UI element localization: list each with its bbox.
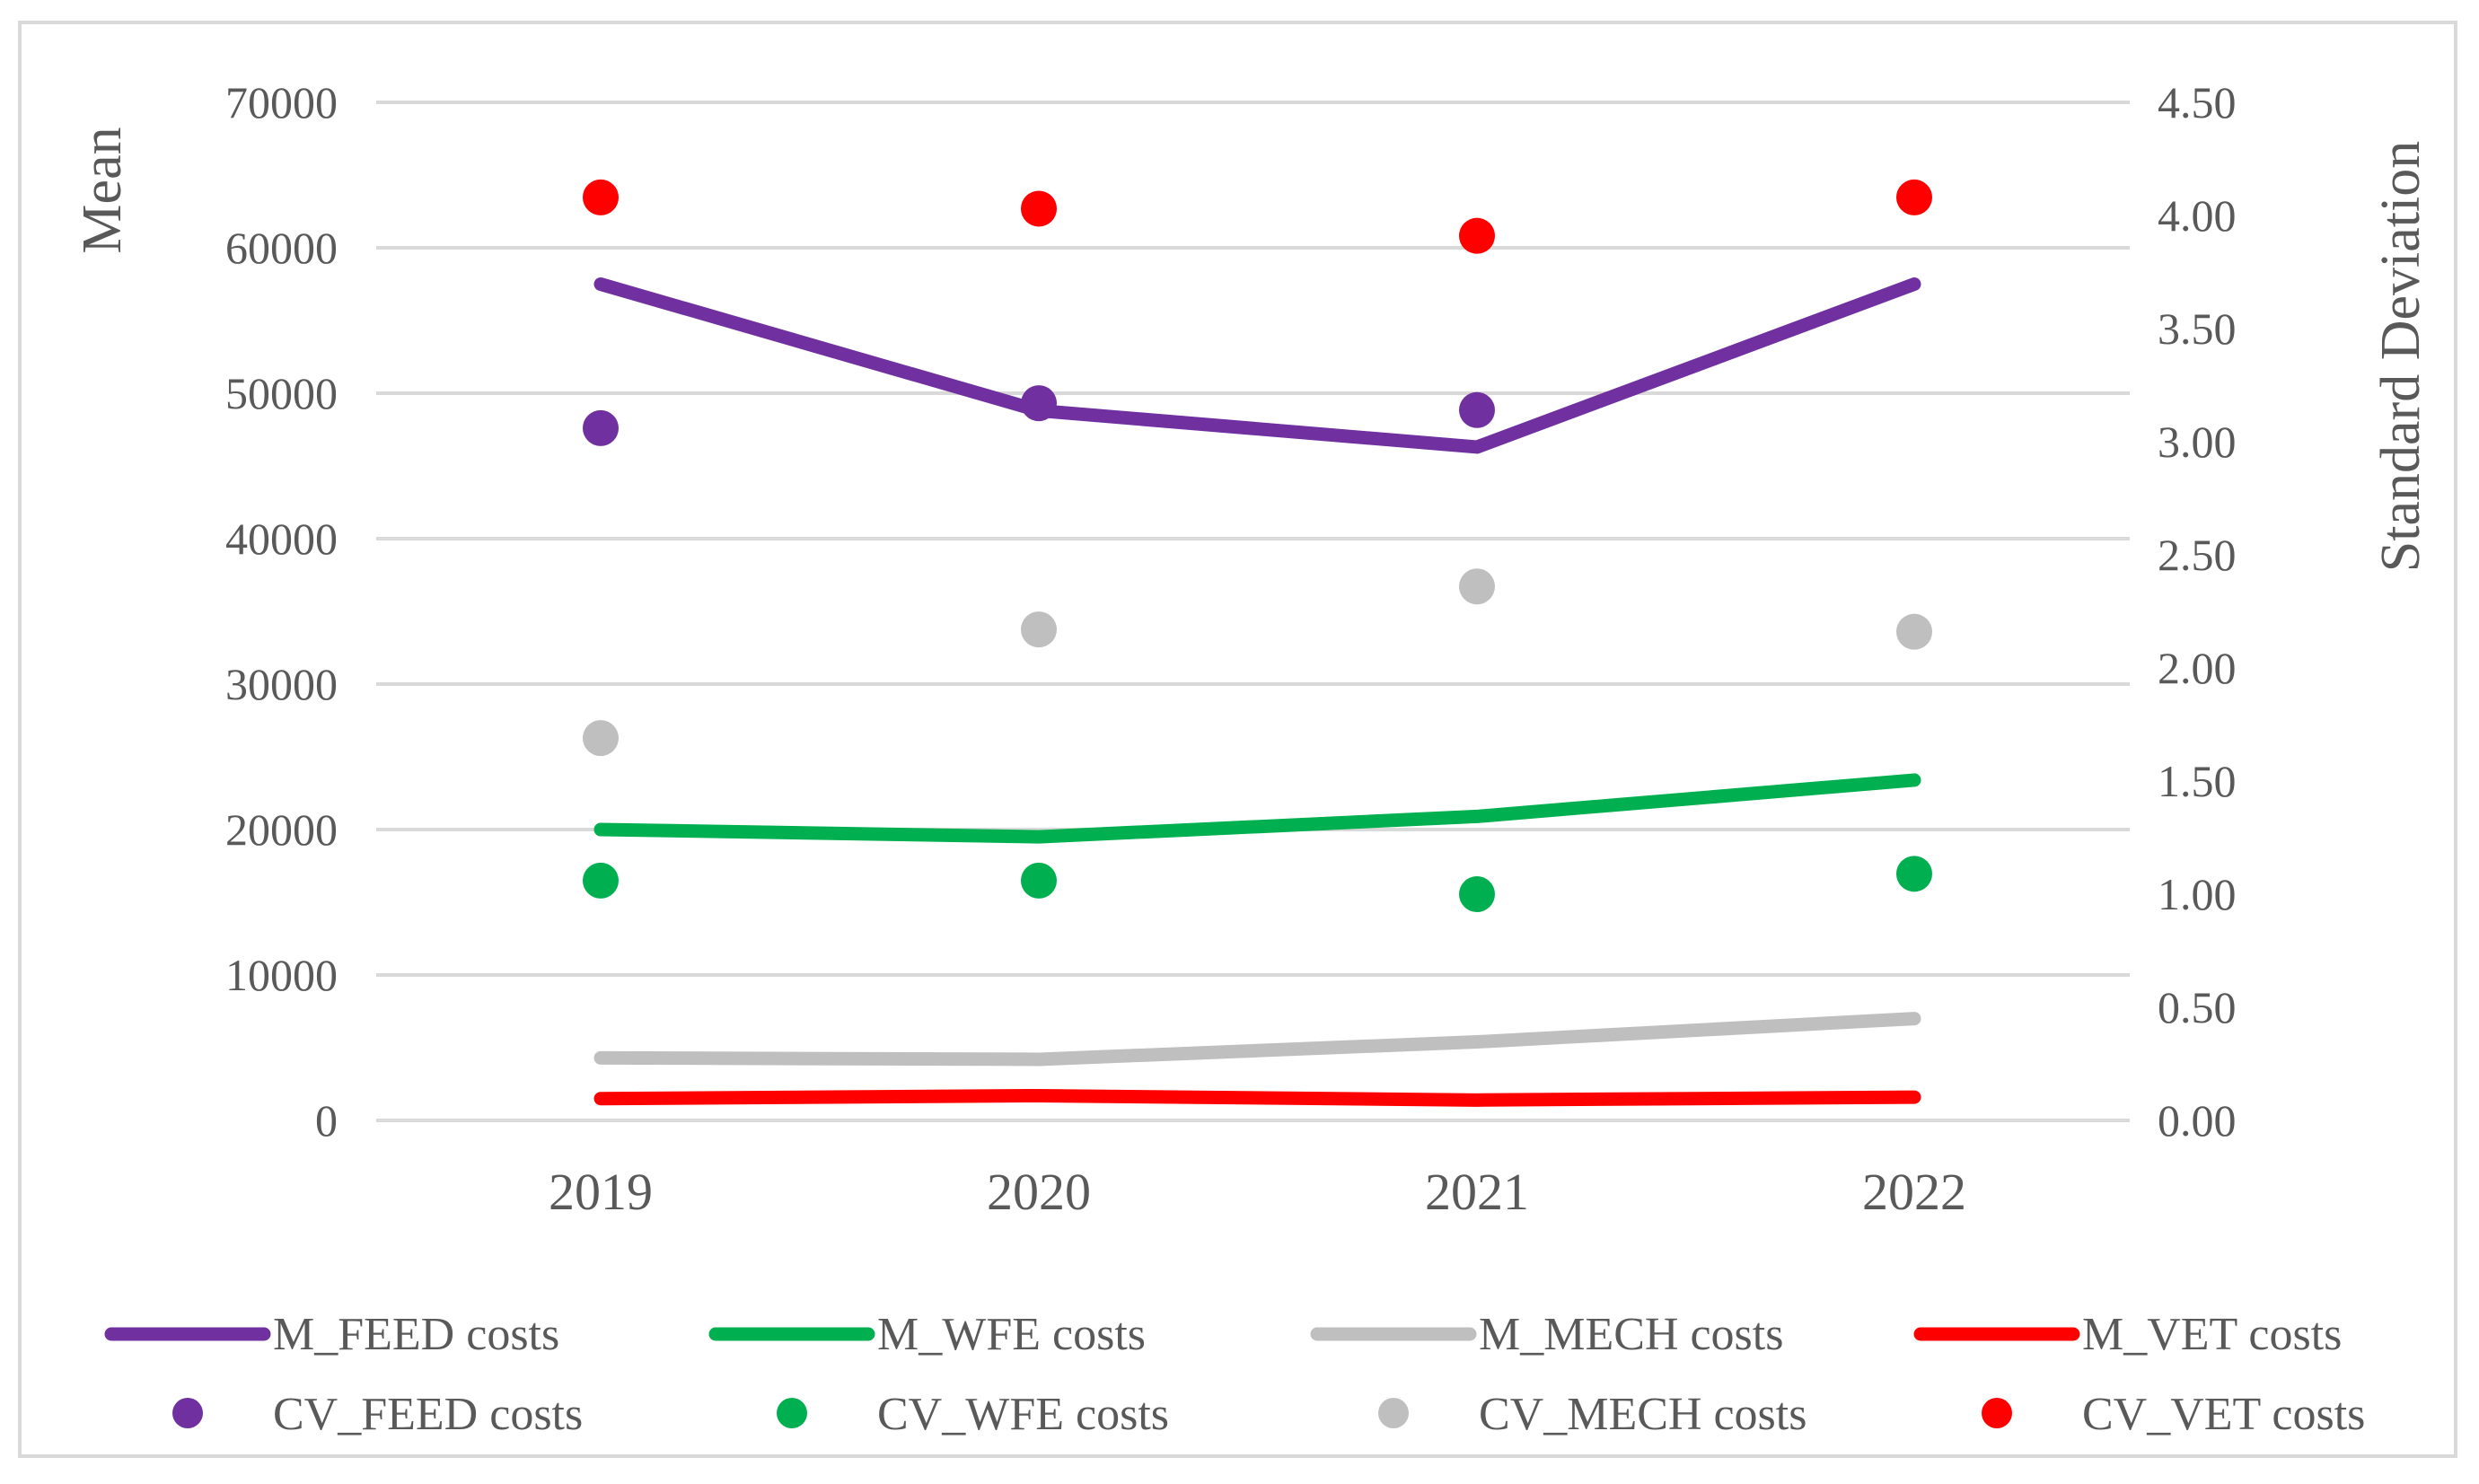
point-cv-feed-costs	[1459, 391, 1495, 428]
point-cv-vet-costs	[1459, 217, 1495, 254]
right-tick-label: 2.50	[2158, 530, 2237, 580]
point-cv-mech-costs	[583, 720, 619, 757]
series-line-m-wfe-costs	[593, 773, 1921, 844]
series-line-m-mech-costs	[593, 1012, 1921, 1067]
mean-lines	[593, 277, 1921, 1107]
right-axis-ticks: 0.00 0.50 1.00 1.50 2.00 2.50 3.00 3.50 4.00 4.50	[2158, 77, 2237, 1146]
legend-dot-swatch	[777, 1398, 807, 1428]
legend-label: M_FEED costs	[273, 1309, 559, 1360]
left-tick-label: 30000	[225, 659, 338, 709]
right-tick-label: 4.50	[2158, 77, 2237, 127]
legend-label: CV_WFE costs	[877, 1389, 1169, 1440]
cv-points	[583, 179, 1932, 912]
point-cv-vet-costs	[1896, 179, 1932, 215]
left-tick-label: 10000	[225, 950, 338, 1000]
legend-dot-swatch	[1982, 1398, 2012, 1428]
legend-dot-swatch	[1378, 1398, 1409, 1428]
x-tick-label: 2020	[987, 1163, 1091, 1221]
right-tick-label: 0.50	[2158, 982, 2237, 1032]
left-axis-ticks: 0 10000 20000 30000 40000 50000 60000 70000	[225, 77, 338, 1146]
legend: M_FEED costs M_WFE costs M_MECH costs M_VET…	[104, 1309, 2365, 1440]
right-tick-label: 3.00	[2158, 417, 2237, 467]
series-line-m-feed-costs	[593, 277, 1921, 454]
point-cv-wfe-costs	[1021, 862, 1057, 899]
x-tick-label: 2021	[1425, 1163, 1529, 1221]
right-tick-label: 3.50	[2158, 303, 2237, 354]
legend-label: M_MECH costs	[1479, 1309, 1783, 1360]
point-cv-vet-costs	[583, 179, 619, 215]
right-tick-label: 1.00	[2158, 869, 2237, 919]
x-tick-label: 2019	[549, 1163, 653, 1221]
legend-label: CV_MECH costs	[1479, 1389, 1807, 1440]
legend-label: M_VET costs	[2082, 1309, 2342, 1360]
x-tick-label: 2022	[1862, 1163, 1966, 1221]
right-tick-label: 2.00	[2158, 643, 2237, 693]
legend-label: M_WFE costs	[877, 1309, 1146, 1360]
point-cv-feed-costs	[1021, 385, 1057, 422]
point-cv-vet-costs	[1021, 190, 1057, 227]
point-cv-mech-costs	[1021, 611, 1057, 648]
left-tick-label: 0	[315, 1095, 338, 1146]
left-tick-label: 60000	[225, 223, 338, 273]
left-axis-title: Mean	[72, 127, 133, 253]
chart-frame: 0 10000 20000 30000 40000 50000 60000 70000 0.0…	[18, 21, 2457, 1458]
left-tick-label: 20000	[225, 804, 338, 855]
point-cv-feed-costs	[583, 409, 619, 446]
line-scatter-chart: 0 10000 20000 30000 40000 50000 60000 70000 0.0…	[72, 77, 2431, 1440]
left-tick-label: 50000	[225, 368, 338, 418]
gridlines	[376, 101, 2130, 1122]
x-axis-ticks: 2019 2020 2021 2022	[549, 1163, 1966, 1221]
legend-label: CV_VET costs	[2082, 1389, 2365, 1440]
legend-label: CV_FEED costs	[273, 1389, 583, 1440]
left-tick-label: 70000	[225, 77, 338, 127]
point-cv-wfe-costs	[583, 862, 619, 899]
left-tick-label: 40000	[225, 514, 338, 564]
right-tick-label: 1.50	[2158, 756, 2237, 806]
point-cv-wfe-costs	[1459, 876, 1495, 912]
point-cv-mech-costs	[1459, 568, 1495, 605]
series-line-m-vet-costs	[593, 1088, 1921, 1107]
right-tick-label: 4.00	[2158, 190, 2237, 241]
legend-dot-swatch	[172, 1398, 203, 1428]
right-axis-title: Standard Deviation	[2370, 141, 2431, 572]
point-cv-wfe-costs	[1896, 856, 1932, 892]
right-tick-label: 0.00	[2158, 1095, 2237, 1146]
point-cv-mech-costs	[1896, 613, 1932, 650]
